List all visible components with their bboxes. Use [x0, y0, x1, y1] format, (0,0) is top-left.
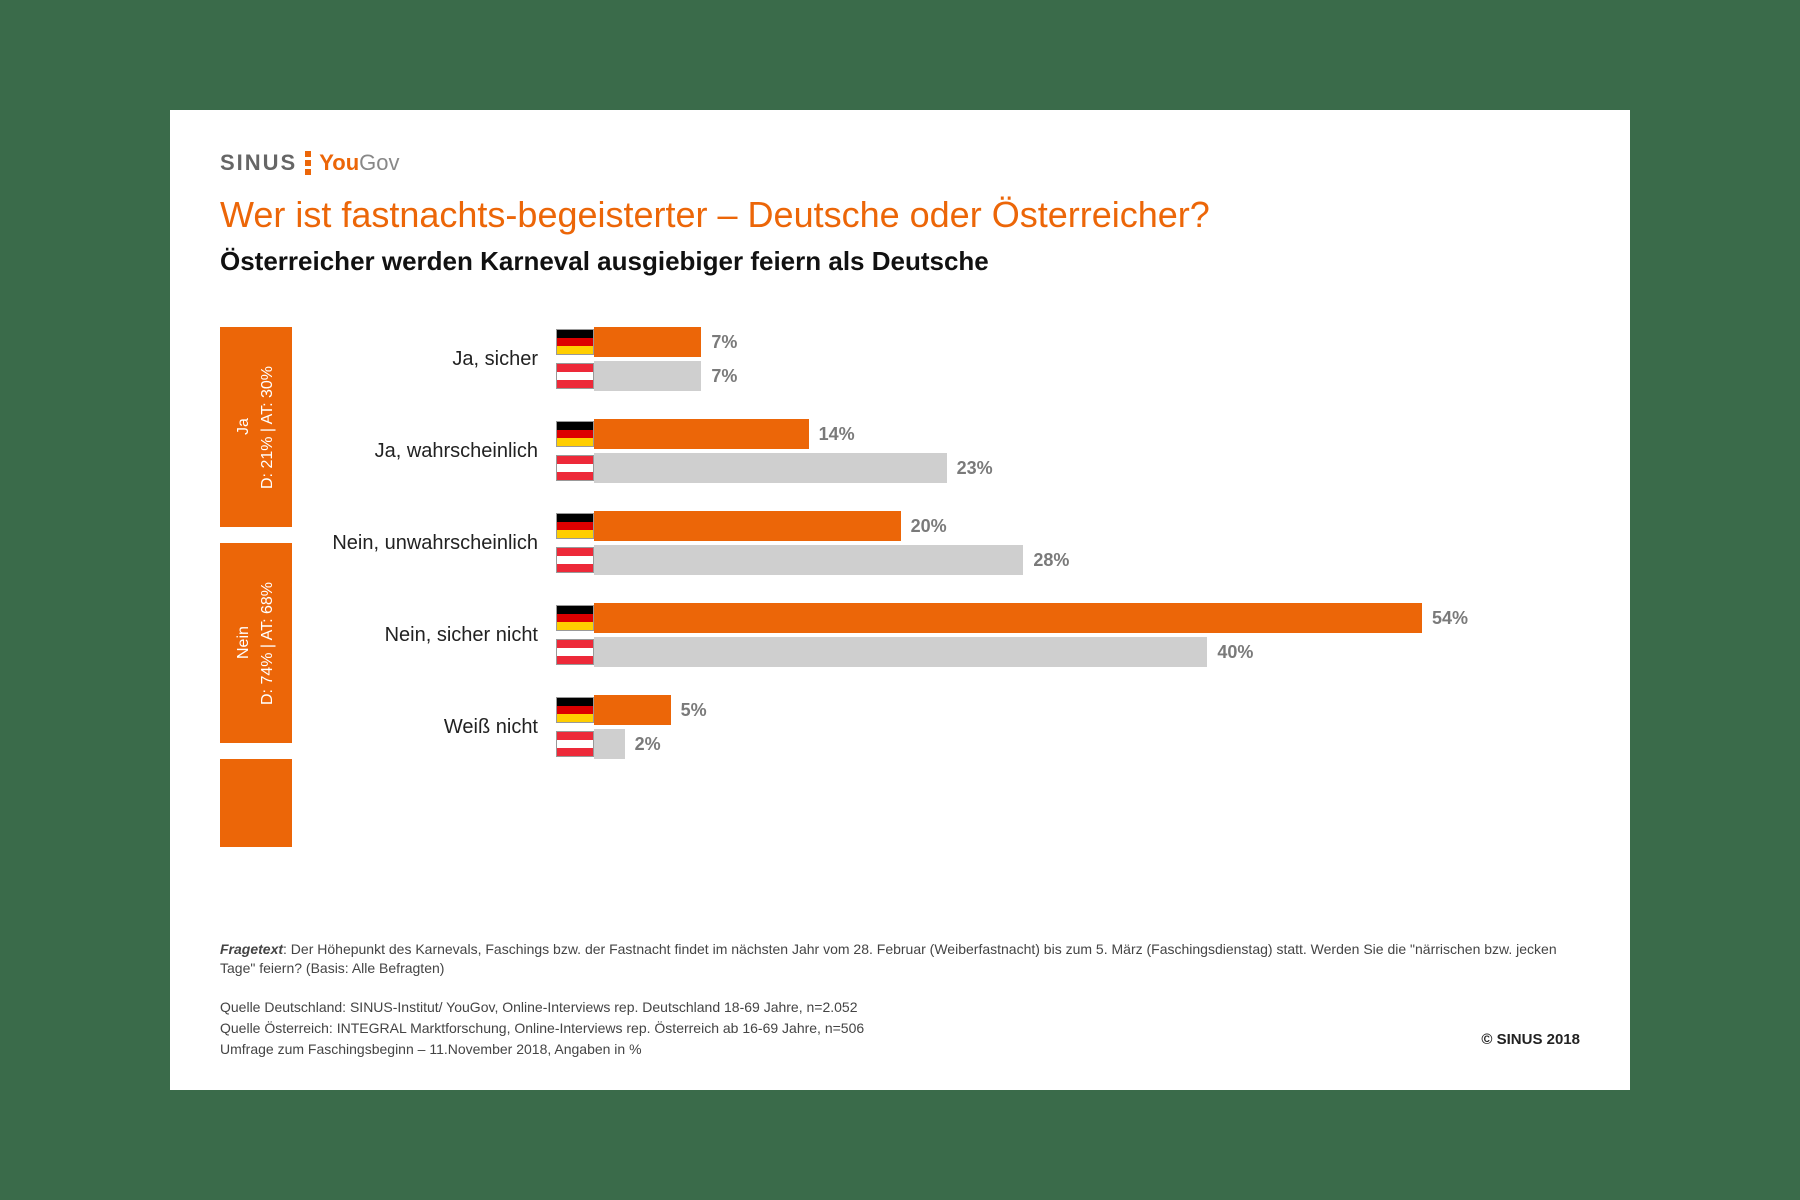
logo-dots-icon	[305, 151, 311, 175]
row-label: Ja, sicher	[316, 348, 556, 371]
row-label: Weiß nicht	[316, 716, 556, 739]
summary-block: JaD: 21% | AT: 30%	[220, 327, 292, 527]
question-text: Fragetext: Der Höhepunkt des Karnevals, …	[220, 940, 1580, 979]
chart-row: Nein, sicher nicht 54% 40%	[316, 603, 1580, 667]
bar-group: 5% 2%	[556, 695, 1580, 759]
bar-fill-de: 5%	[594, 695, 707, 725]
chart-card: SINUS YouGov Wer ist fastnachts-begeiste…	[170, 110, 1630, 1090]
logo-yougov: YouGov	[319, 150, 399, 176]
bar-value-at: 28%	[1033, 550, 1069, 571]
logo-yougov-gov: Gov	[359, 150, 399, 175]
row-label: Nein, sicher nicht	[316, 624, 556, 647]
flag-at-icon	[556, 639, 594, 665]
source-at: Quelle Österreich: INTEGRAL Marktforschu…	[220, 1018, 1580, 1039]
summary-block	[220, 759, 292, 847]
flag-de-icon	[556, 329, 594, 355]
footer: Fragetext: Der Höhepunkt des Karnevals, …	[220, 940, 1580, 1060]
copyright: © SINUS 2018	[1481, 1031, 1580, 1048]
bar-at: 7%	[556, 361, 1580, 391]
bar-at: 2%	[556, 729, 1580, 759]
bar-value-de: 20%	[911, 516, 947, 537]
bar-value-de: 5%	[681, 700, 707, 721]
question-body: : Der Höhepunkt des Karnevals, Faschings…	[220, 941, 1557, 977]
logo-yougov-you: You	[319, 150, 359, 175]
bar-fill-at: 40%	[594, 637, 1253, 667]
bar-group: 14% 23%	[556, 419, 1580, 483]
chart-rows: Ja, sicher 7% 7% Ja, wahrscheinlich 14% 23% Ne…	[316, 327, 1580, 847]
source-date: Umfrage zum Faschingsbeginn – 11.Novembe…	[220, 1039, 1580, 1060]
bar-fill-at: 23%	[594, 453, 993, 483]
source-de: Quelle Deutschland: SINUS-Institut/ YouG…	[220, 997, 1580, 1018]
bar-value-at: 7%	[711, 366, 737, 387]
bar-de: 54%	[556, 603, 1580, 633]
chart-row: Ja, sicher 7% 7%	[316, 327, 1580, 391]
bar-value-de: 14%	[819, 424, 855, 445]
flag-de-icon	[556, 513, 594, 539]
bar-de: 7%	[556, 327, 1580, 357]
bar-de: 5%	[556, 695, 1580, 725]
flag-de-icon	[556, 421, 594, 447]
bar-de: 14%	[556, 419, 1580, 449]
bar-de: 20%	[556, 511, 1580, 541]
sources: Quelle Deutschland: SINUS-Institut/ YouG…	[220, 997, 1580, 1060]
bar-fill-at: 2%	[594, 729, 661, 759]
flag-de-icon	[556, 605, 594, 631]
chart-title: Wer ist fastnachts-begeisterter – Deutsc…	[220, 194, 1580, 236]
bar-at: 23%	[556, 453, 1580, 483]
chart-row: Nein, unwahrscheinlich 20% 28%	[316, 511, 1580, 575]
flag-at-icon	[556, 731, 594, 757]
logo-sinus: SINUS	[220, 150, 297, 176]
flag-at-icon	[556, 547, 594, 573]
row-label: Nein, unwahrscheinlich	[316, 532, 556, 555]
summary-column: JaD: 21% | AT: 30% NeinD: 74% | AT: 68%	[220, 327, 292, 847]
summary-block: NeinD: 74% | AT: 68%	[220, 543, 292, 743]
flag-at-icon	[556, 363, 594, 389]
flag-at-icon	[556, 455, 594, 481]
question-label: Fragetext	[220, 941, 283, 957]
bar-at: 28%	[556, 545, 1580, 575]
bar-fill-de: 54%	[594, 603, 1468, 633]
bar-value-at: 2%	[635, 734, 661, 755]
bar-fill-de: 20%	[594, 511, 947, 541]
logo-row: SINUS YouGov	[220, 150, 1580, 176]
bar-fill-de: 14%	[594, 419, 855, 449]
bar-fill-at: 28%	[594, 545, 1069, 575]
bar-value-de: 7%	[711, 332, 737, 353]
flag-de-icon	[556, 697, 594, 723]
bar-fill-at: 7%	[594, 361, 737, 391]
bar-group: 20% 28%	[556, 511, 1580, 575]
bar-value-de: 54%	[1432, 608, 1468, 629]
bar-value-at: 23%	[957, 458, 993, 479]
bar-at: 40%	[556, 637, 1580, 667]
chart-row: Ja, wahrscheinlich 14% 23%	[316, 419, 1580, 483]
bar-fill-de: 7%	[594, 327, 737, 357]
chart-row: Weiß nicht 5% 2%	[316, 695, 1580, 759]
bar-value-at: 40%	[1217, 642, 1253, 663]
bar-group: 7% 7%	[556, 327, 1580, 391]
bar-group: 54% 40%	[556, 603, 1580, 667]
chart-area: JaD: 21% | AT: 30% NeinD: 74% | AT: 68% J…	[220, 327, 1580, 847]
row-label: Ja, wahrscheinlich	[316, 440, 556, 463]
chart-subtitle: Österreicher werden Karneval ausgiebiger…	[220, 246, 1580, 277]
